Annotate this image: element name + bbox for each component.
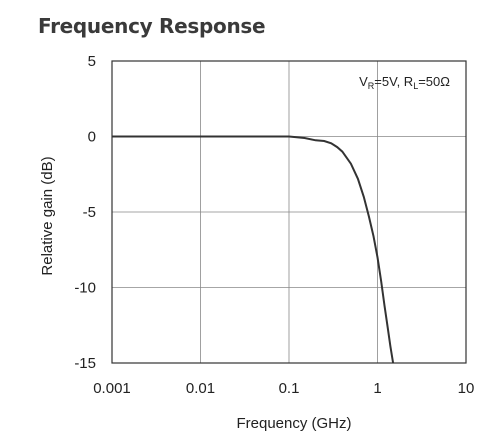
x-axis-label: Frequency (GHz) [236, 415, 351, 432]
x-tick-label: 0.1 [279, 380, 300, 397]
y-tick-label: 0 [88, 129, 96, 146]
x-tick-labels: 0.001 0.01 0.1 1 10 [93, 380, 474, 397]
plot-frame [111, 60, 467, 364]
chart-title: Frequency Response [38, 14, 266, 38]
annotation-subscript: R [368, 81, 375, 91]
y-tick-label: 5 [88, 53, 96, 70]
annotation-text: =50Ω [418, 74, 450, 89]
x-tick-label: 0.01 [186, 380, 215, 397]
y-axis-label: Relative gain (dB) [39, 156, 56, 275]
annotation-text: =5V, R [374, 74, 413, 89]
series-line [112, 135, 395, 364]
y-tick-label: -10 [74, 280, 96, 297]
grid-lines [111, 60, 467, 364]
x-tick-label: 1 [373, 380, 381, 397]
annotation-text: V [359, 74, 368, 89]
y-tick-label: -15 [74, 355, 96, 372]
annotation-subscript: L [413, 81, 418, 91]
x-tick-label: 0.001 [93, 380, 131, 397]
x-tick-label: 10 [458, 380, 475, 397]
conditions-annotation: VR=5V, RL=50Ω [359, 74, 450, 91]
y-tick-label: -5 [83, 204, 96, 221]
y-tick-labels: 5 0 -5 -10 -15 [74, 53, 96, 372]
